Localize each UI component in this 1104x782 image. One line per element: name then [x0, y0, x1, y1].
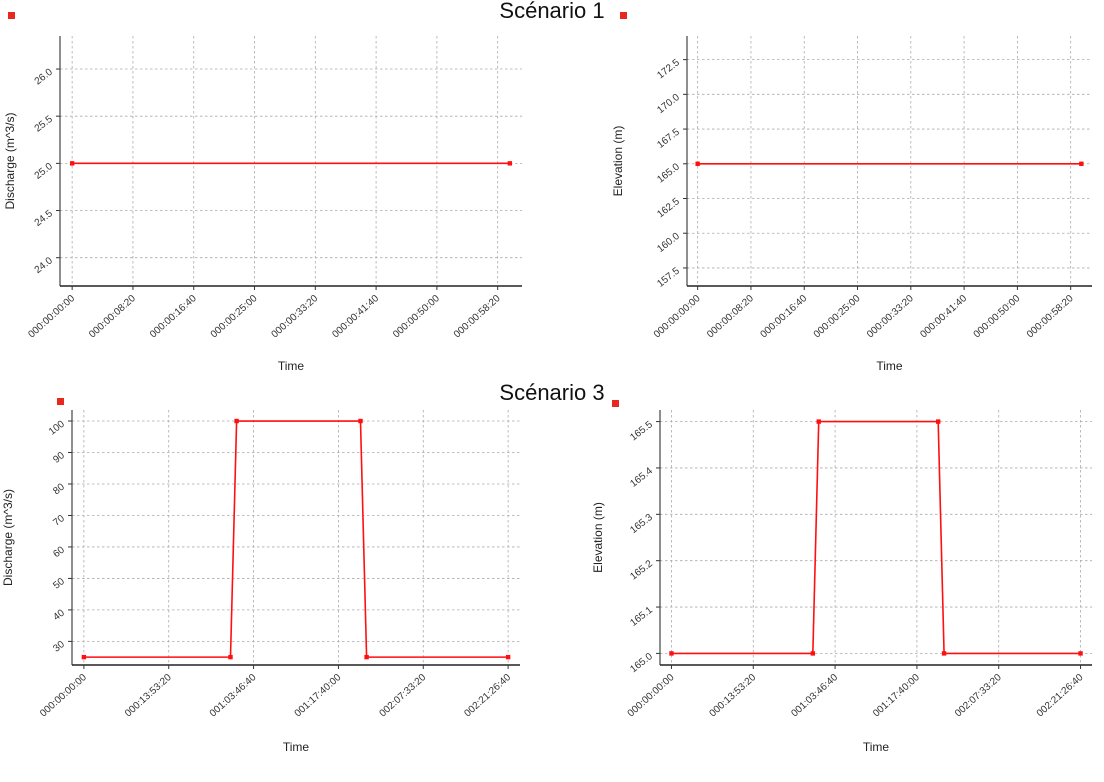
x-tick-label: 001:03:46:40 — [789, 672, 840, 720]
y-tick-label: 100 — [47, 418, 67, 437]
y-tick-label: 172.5 — [655, 57, 682, 81]
x-tick-label: 000:00:41:40 — [918, 293, 969, 341]
scenario-1-title: Scénario 1 — [499, 0, 605, 23]
y-tick-label: 157.5 — [655, 265, 682, 289]
series-marker — [234, 418, 239, 424]
series-marker — [816, 419, 821, 424]
chart-svg-scenario3-elevation: 000:00:00:00 000:13:53:20 001:03:46:40 001:… — [591, 410, 1092, 754]
y-tick-label: 165.3 — [628, 512, 655, 536]
plot-corner-marker-2 — [620, 12, 627, 19]
chart-scenario1-elevation: 000:00:00:00 000:00:08:20 000:00:16:40 000:… — [552, 26, 1104, 390]
y-tick-label: 167.5 — [655, 126, 682, 150]
x-tick-label: 000:00:25:00 — [812, 293, 863, 341]
y-tick-label: 165.0 — [655, 161, 682, 185]
y-tick-label: 24.0 — [33, 255, 55, 276]
y-tick-label: 30 — [51, 639, 67, 655]
x-tick-label: 000:13:53:20 — [708, 672, 759, 720]
y-tick-label: 25.5 — [33, 114, 55, 135]
y-axis-label: Discharge (m^3/s) — [3, 113, 17, 210]
y-tick-label: 165.5 — [628, 419, 655, 443]
x-tick-label: 000:00:16:40 — [758, 293, 809, 341]
y-tick-label: 80 — [51, 481, 67, 497]
y-tick-label: 24.5 — [33, 208, 55, 229]
series-marker — [941, 651, 947, 656]
y-axis-label: Discharge (m^3/s) — [1, 489, 15, 586]
series-marker — [695, 161, 700, 166]
chart-svg-scenario1-elevation: 000:00:00:00 000:00:08:20 000:00:16:40 000:… — [611, 36, 1092, 373]
y-axis-label: Elevation (m) — [591, 502, 605, 573]
series-marker — [507, 161, 513, 166]
y-tick-label: 26.0 — [33, 66, 55, 87]
x-tick-label: 000:00:33:20 — [270, 293, 321, 341]
chart-scenario1-discharge: 000:00:00:00 000:00:08:20 000:00:16:40 000:… — [0, 26, 552, 390]
y-tick-label: 165.4 — [628, 465, 655, 489]
x-axis-label: Time — [278, 359, 305, 373]
plot-corner-marker-4 — [612, 400, 619, 407]
y-tick-label: 165.1 — [628, 604, 655, 628]
y-tick-label: 165.2 — [628, 558, 655, 582]
x-tick-label: 002:07:33:20 — [378, 672, 429, 720]
x-tick-label: 002:21:26:40 — [1035, 672, 1086, 720]
series-marker — [505, 654, 511, 660]
x-tick-label: 000:00:00:00 — [652, 293, 703, 341]
plot-corner-marker-3 — [57, 398, 64, 405]
series-marker — [669, 651, 674, 656]
x-axis-label: Time — [283, 740, 310, 754]
y-tick-label: 70 — [51, 513, 67, 529]
x-axis-label: Time — [876, 359, 903, 373]
series-marker — [228, 654, 233, 660]
y-axis-label: Elevation (m) — [611, 126, 625, 197]
y-tick-label: 162.5 — [655, 196, 682, 220]
x-tick-label: 000:00:00:00 — [38, 672, 89, 720]
x-tick-label: 002:21:26:40 — [462, 672, 513, 720]
y-tick-label: 170.0 — [655, 92, 682, 116]
chart-scenario3-discharge: 000:00:00:00 000:13:53:20 001:03:46:40 001:… — [0, 402, 552, 777]
x-tick-label: 001:03:46:40 — [208, 672, 259, 720]
y-tick-label: 60 — [51, 544, 67, 560]
x-tick-label: 000:00:00:00 — [626, 672, 677, 720]
series-marker — [358, 418, 363, 424]
series-line-elevation — [671, 420, 1081, 655]
y-tick-label: 25.0 — [33, 161, 55, 182]
x-tick-label: 000:00:25:00 — [209, 293, 260, 341]
plot-corner-marker-1 — [8, 12, 15, 19]
x-tick-label: 000:00:00:00 — [26, 293, 77, 341]
x-tick-label: 000:00:50:00 — [972, 293, 1023, 341]
chart-svg-scenario1-discharge: 000:00:00:00 000:00:08:20 000:00:16:40 000:… — [3, 36, 522, 373]
series-marker — [81, 654, 87, 660]
x-tick-label: 000:00:41:40 — [330, 293, 381, 341]
series-marker — [1079, 161, 1084, 166]
x-tick-label: 000:00:08:20 — [87, 293, 138, 341]
x-tick-label: 002:07:33:20 — [953, 672, 1004, 720]
x-tick-label: 000:00:16:40 — [148, 293, 199, 341]
chart-svg-scenario3-discharge: 000:00:00:00 000:13:53:20 001:03:46:40 001:… — [1, 410, 520, 754]
y-tick-label: 90 — [51, 450, 67, 466]
series-marker — [810, 651, 816, 656]
x-tick-label: 000:00:33:20 — [865, 293, 916, 341]
series-marker — [1078, 651, 1083, 656]
x-tick-label: 000:13:53:20 — [123, 672, 174, 720]
series-marker — [69, 161, 75, 166]
y-tick-label: 50 — [51, 576, 67, 592]
y-tick-label: 40 — [51, 607, 67, 623]
y-tick-label: 160.0 — [655, 231, 682, 255]
x-tick-label: 001:17:40:00 — [293, 672, 344, 720]
y-tick-label: 165.0 — [628, 651, 655, 675]
x-tick-label: 000:00:08:20 — [705, 293, 756, 341]
x-axis-label: Time — [863, 740, 890, 754]
x-tick-label: 000:00:58:20 — [452, 293, 503, 341]
x-tick-label: 000:00:50:00 — [391, 293, 442, 341]
scenario-3-title: Scénario 3 — [499, 380, 605, 405]
chart-scenario3-elevation: 000:00:00:00 000:13:53:20 001:03:46:40 001:… — [552, 402, 1104, 777]
x-tick-label: 001:17:40:00 — [871, 672, 922, 720]
series-marker — [935, 419, 941, 424]
x-tick-label: 000:00:58:20 — [1025, 293, 1076, 341]
series-line-discharge — [83, 420, 509, 658]
series-marker — [364, 654, 369, 660]
